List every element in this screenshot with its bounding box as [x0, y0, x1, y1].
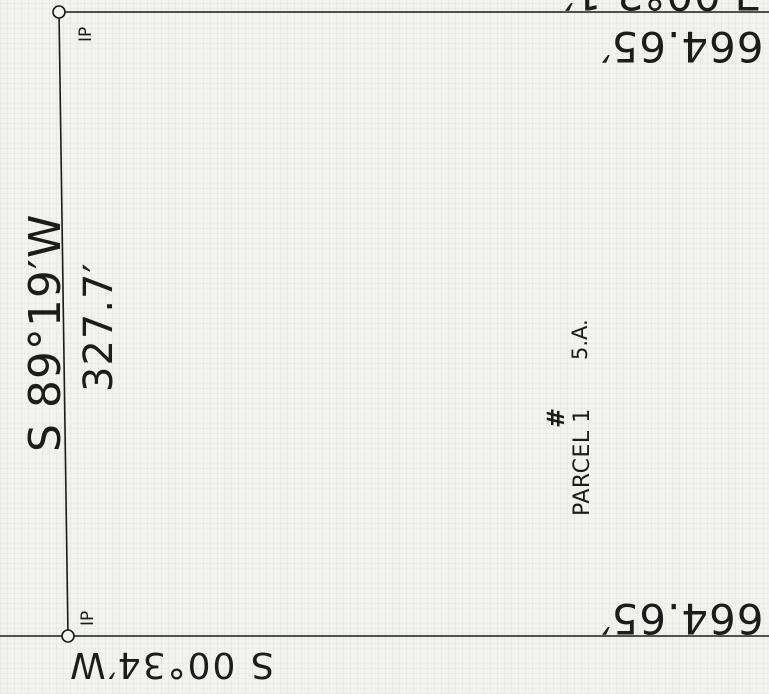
iron-pin-bottom-label: IP [78, 610, 98, 626]
south-line-bearing: S 00°34′W [68, 644, 274, 685]
west-boundary-line [58, 11, 69, 637]
west-line-bearing: S 89°19′W [20, 213, 71, 452]
north-line-bearing-partial: ∃ 00°2.1′ [563, 0, 763, 19]
west-line-distance: 327.7′ [76, 262, 122, 392]
iron-pin-top-label: IP [76, 26, 96, 42]
north-line-distance-top: 664.65′ [599, 22, 764, 71]
parcel-name: PARCEL 1 [570, 408, 595, 516]
iron-pin-top-marker [52, 5, 66, 19]
north-line-distance-bottom: 664.65′ [599, 594, 764, 643]
iron-pin-bottom-marker [61, 629, 75, 643]
parcel-area: 5.A. [568, 319, 592, 360]
parcel-hash-symbol: # [542, 407, 570, 428]
